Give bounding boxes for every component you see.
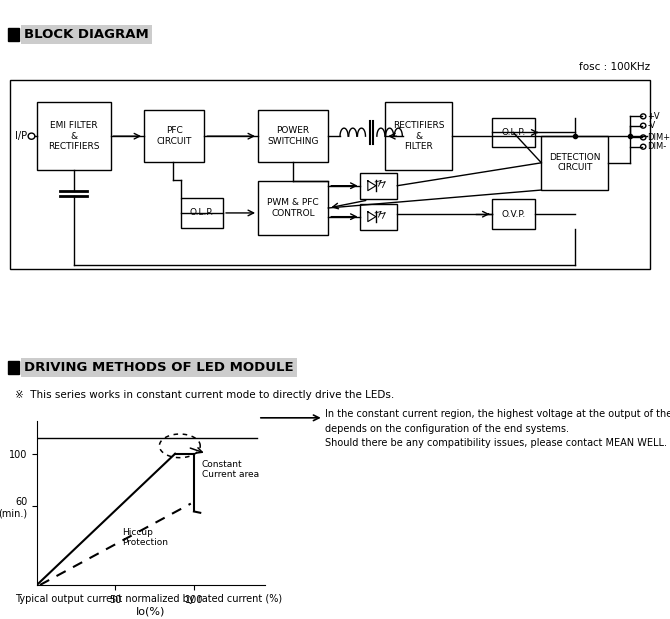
Text: DIM-: DIM-	[647, 142, 667, 151]
Text: O.L.P.: O.L.P.	[190, 209, 214, 217]
Text: DRIVING METHODS OF LED MODULE: DRIVING METHODS OF LED MODULE	[24, 361, 293, 374]
Text: PFC
CIRCUIT: PFC CIRCUIT	[157, 126, 192, 146]
Bar	[360, 204, 397, 230]
Bar	[258, 110, 328, 162]
Text: O.L.P.: O.L.P.	[501, 128, 526, 137]
Bar	[541, 136, 608, 190]
Bar	[8, 361, 19, 374]
Text: I/P: I/P	[15, 131, 27, 141]
Bar	[181, 198, 223, 228]
Text: depends on the configuration of the end systems.: depends on the configuration of the end …	[325, 424, 569, 434]
Bar	[10, 80, 650, 269]
Text: ※  This series works in constant current mode to directly drive the LEDs.: ※ This series works in constant current …	[15, 390, 394, 400]
Text: BLOCK DIAGRAM: BLOCK DIAGRAM	[24, 28, 149, 41]
Bar	[37, 102, 111, 170]
Text: Should there be any compatibility issues, please contact MEAN WELL.: Should there be any compatibility issues…	[325, 438, 667, 448]
Bar	[360, 173, 397, 199]
Text: DIM+: DIM+	[647, 133, 670, 142]
Bar	[492, 118, 535, 147]
Text: In the constant current region, the highest voltage at the output of the driver: In the constant current region, the high…	[325, 409, 670, 418]
Text: PWM & PFC
CONTROL: PWM & PFC CONTROL	[267, 198, 319, 218]
Bar	[8, 28, 19, 41]
Text: DETECTION
CIRCUIT: DETECTION CIRCUIT	[549, 153, 600, 173]
Text: Hiccup
Protection: Hiccup Protection	[122, 528, 168, 547]
Text: O.V.P.: O.V.P.	[501, 210, 526, 219]
Text: fosc : 100KHz: fosc : 100KHz	[579, 62, 650, 72]
Text: Typical output current normalized by rated current (%): Typical output current normalized by rat…	[15, 594, 282, 604]
Bar	[258, 181, 328, 235]
Bar	[144, 110, 204, 162]
Text: Constant
Current area: Constant Current area	[202, 460, 259, 479]
Text: EMI FILTER
&
RECTIFIERS: EMI FILTER & RECTIFIERS	[48, 121, 99, 151]
Bar	[492, 199, 535, 229]
Text: RECTIFIERS
&
FILTER: RECTIFIERS & FILTER	[393, 121, 444, 151]
Text: POWER
SWITCHING: POWER SWITCHING	[267, 126, 319, 146]
Text: +V: +V	[647, 112, 660, 121]
X-axis label: Io(%): Io(%)	[136, 606, 165, 616]
Bar	[385, 102, 452, 170]
Text: -V: -V	[647, 121, 655, 130]
